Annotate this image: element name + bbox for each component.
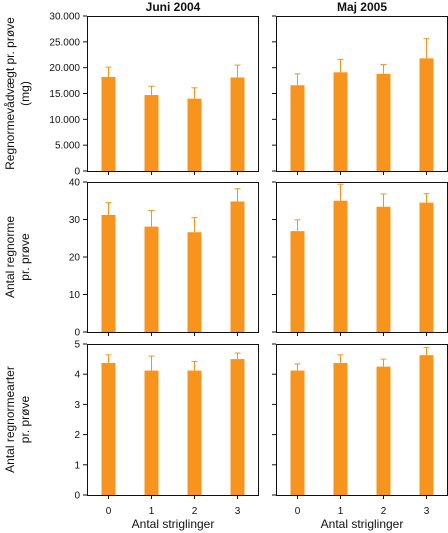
y-tick-label: 20.000: [49, 63, 80, 74]
y-axis-label-row0-line1: (mg): [18, 81, 32, 106]
y-tick-label: 1: [74, 460, 80, 471]
y-tick-label: 25.000: [49, 37, 80, 48]
bar-2: [376, 206, 391, 332]
y-axis-label-row1-line1: pr. prøve: [18, 233, 32, 281]
x-tick-label-2: 2: [381, 506, 387, 517]
x-tick-label-3: 3: [235, 506, 241, 517]
bar-2: [187, 232, 202, 332]
panel-row1-col0: 0 10 20 30 40: [69, 178, 259, 339]
bar-2: [187, 370, 202, 495]
panel-row1-col1: [272, 181, 448, 336]
x-tick-label-3: 3: [424, 506, 430, 517]
bar-0: [101, 215, 116, 332]
bar-1: [144, 95, 159, 171]
y-axis-label-row2-line1: pr. prøve: [18, 396, 32, 444]
x-tick-label-1: 1: [338, 506, 344, 517]
y-tick-label: 0: [74, 491, 80, 502]
x-tick-label-1: 1: [149, 506, 155, 517]
bar-2: [376, 73, 391, 171]
y-tick-label: 30: [69, 215, 81, 226]
panel-row0-col1: [272, 15, 448, 175]
y-tick-label: 10.000: [49, 115, 80, 126]
y-tick-label: 15.000: [49, 89, 80, 100]
bar-0: [101, 363, 116, 495]
x-tick-label-2: 2: [192, 506, 198, 517]
bar-3: [230, 359, 245, 495]
column-title-0: Juni 2004: [146, 0, 201, 14]
y-tick-label: 0: [74, 167, 80, 178]
x-tick-label-0: 0: [295, 506, 301, 517]
panel-frame: [87, 182, 259, 333]
y-tick-label: 0: [74, 328, 80, 339]
bar-2: [376, 366, 391, 495]
bar-3: [419, 202, 434, 332]
y-axis-label-row2-line0: Antal regnormearter: [3, 366, 17, 473]
panel-frame: [87, 16, 259, 172]
bar-1: [333, 363, 348, 495]
bar-0: [290, 231, 305, 332]
panel-row0-col0: 0 5.000 10.000 15.000 20.000 25.000 30.000: [49, 12, 259, 178]
bar-1: [333, 200, 348, 332]
y-tick-label: 20: [69, 253, 81, 264]
panel-frame: [87, 344, 259, 496]
y-tick-label: 5: [74, 340, 80, 351]
bar-1: [144, 226, 159, 332]
y-tick-label: 10: [69, 290, 81, 301]
panel-row2-col0: 0 1 2 3 4 5 0 1 2 3: [74, 340, 259, 517]
bar-1: [144, 370, 159, 495]
bar-0: [101, 76, 116, 171]
y-axis-label-row1-line0: Antal regnorme: [3, 216, 17, 298]
y-axis-label-row0-line0: Regnormevådvægt pr. prøve: [3, 17, 17, 170]
x-tick-label-0: 0: [106, 506, 112, 517]
x-axis-label-col1: Antal striglinger: [321, 517, 404, 531]
column-title-1: Maj 2005: [337, 0, 387, 14]
y-tick-label: 2: [74, 430, 80, 441]
y-tick-label: 5.000: [55, 141, 80, 152]
bar-3: [230, 201, 245, 332]
bar-1: [333, 72, 348, 171]
bar-0: [290, 370, 305, 495]
y-tick-label: 3: [74, 400, 80, 411]
y-tick-label: 30.000: [49, 12, 80, 23]
x-axis-label-col0: Antal striglinger: [132, 517, 215, 531]
y-tick-label: 4: [74, 370, 80, 381]
panel-row2-col1: 0 1 2 3: [272, 343, 448, 517]
bar-3: [230, 77, 245, 171]
bar-0: [290, 85, 305, 171]
bar-3: [419, 355, 434, 495]
bar-3: [419, 58, 434, 171]
bar-2: [187, 98, 202, 171]
y-tick-label: 40: [69, 178, 81, 189]
